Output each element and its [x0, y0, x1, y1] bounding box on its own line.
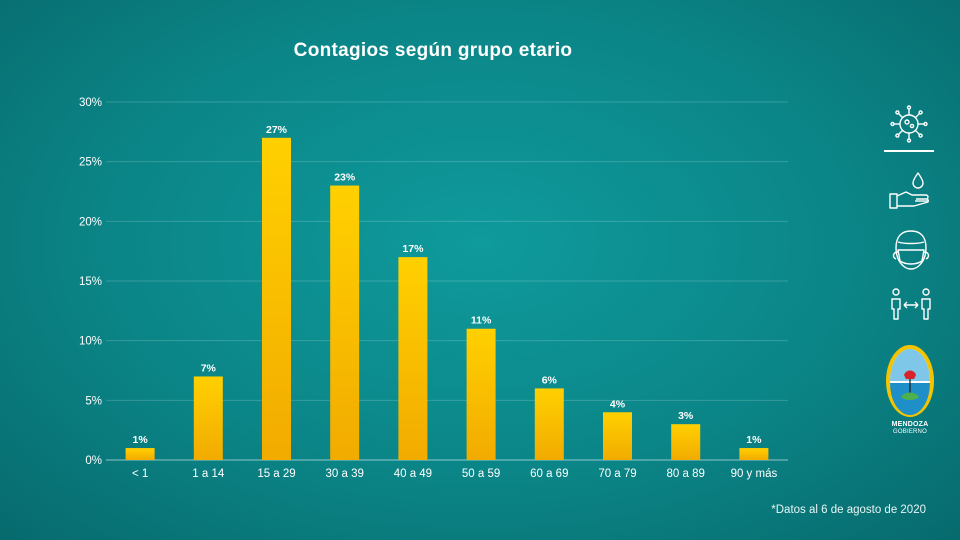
y-tick-label: 20%	[79, 216, 102, 228]
bar	[330, 185, 360, 461]
x-tick-label: 60 a 69	[530, 468, 568, 480]
data-label: 6%	[542, 374, 558, 386]
y-tick-label: 10%	[79, 336, 102, 348]
y-tick-label: 25%	[79, 157, 102, 169]
mendoza-coat-of-arms-logo	[886, 345, 934, 417]
data-label: 1%	[133, 434, 149, 446]
bar-chart: 0% 5% 10% 15% 20% 25% 30% 1% < 1 7% 1 a 14 27% 15 a …	[79, 97, 778, 480]
hand-wash-icon	[889, 172, 930, 209]
y-tick-label: 5%	[85, 395, 102, 407]
x-tick-label: 80 a 89	[667, 468, 705, 480]
bar	[671, 424, 701, 460]
x-tick-label: < 1	[132, 468, 148, 480]
data-label: 4%	[610, 398, 626, 410]
bar	[534, 388, 564, 460]
chart-title: Contagios según grupo etario	[293, 40, 573, 61]
face-mask-icon	[892, 230, 930, 270]
sidebar-divider	[884, 150, 934, 152]
data-label: 23%	[334, 172, 356, 184]
y-tick-label: 15%	[79, 276, 102, 288]
footnote: *Datos al 6 de agosto de 2020	[771, 504, 926, 516]
y-tick-label: 0%	[85, 455, 102, 467]
x-tick-label: 90 y más	[731, 468, 778, 480]
bar	[193, 376, 223, 460]
data-label: 17%	[402, 243, 424, 255]
bar	[125, 448, 155, 460]
x-tick-label: 30 a 39	[326, 468, 364, 480]
x-tick-label: 40 a 49	[394, 468, 432, 480]
data-label: 1%	[746, 434, 762, 446]
x-tick-label: 15 a 29	[257, 468, 295, 480]
bar	[466, 328, 496, 460]
data-label: 7%	[201, 362, 217, 374]
x-tick-label: 70 a 79	[598, 468, 636, 480]
social-distance-icon	[891, 288, 931, 320]
virus-icon	[890, 105, 928, 143]
bar	[739, 448, 769, 460]
logo-text-mendoza: MENDOZA	[891, 421, 929, 428]
x-tick-label: 50 a 59	[462, 468, 500, 480]
logo-text-gobierno: GOBIERNO	[893, 429, 927, 435]
bar	[603, 412, 632, 460]
bar	[262, 137, 291, 461]
y-tick-label: 30%	[79, 97, 102, 109]
data-label: 3%	[678, 410, 694, 422]
bar	[398, 257, 428, 460]
data-label: 27%	[266, 124, 288, 136]
data-label: 11%	[471, 315, 492, 327]
x-tick-label: 1 a 14	[192, 468, 225, 480]
